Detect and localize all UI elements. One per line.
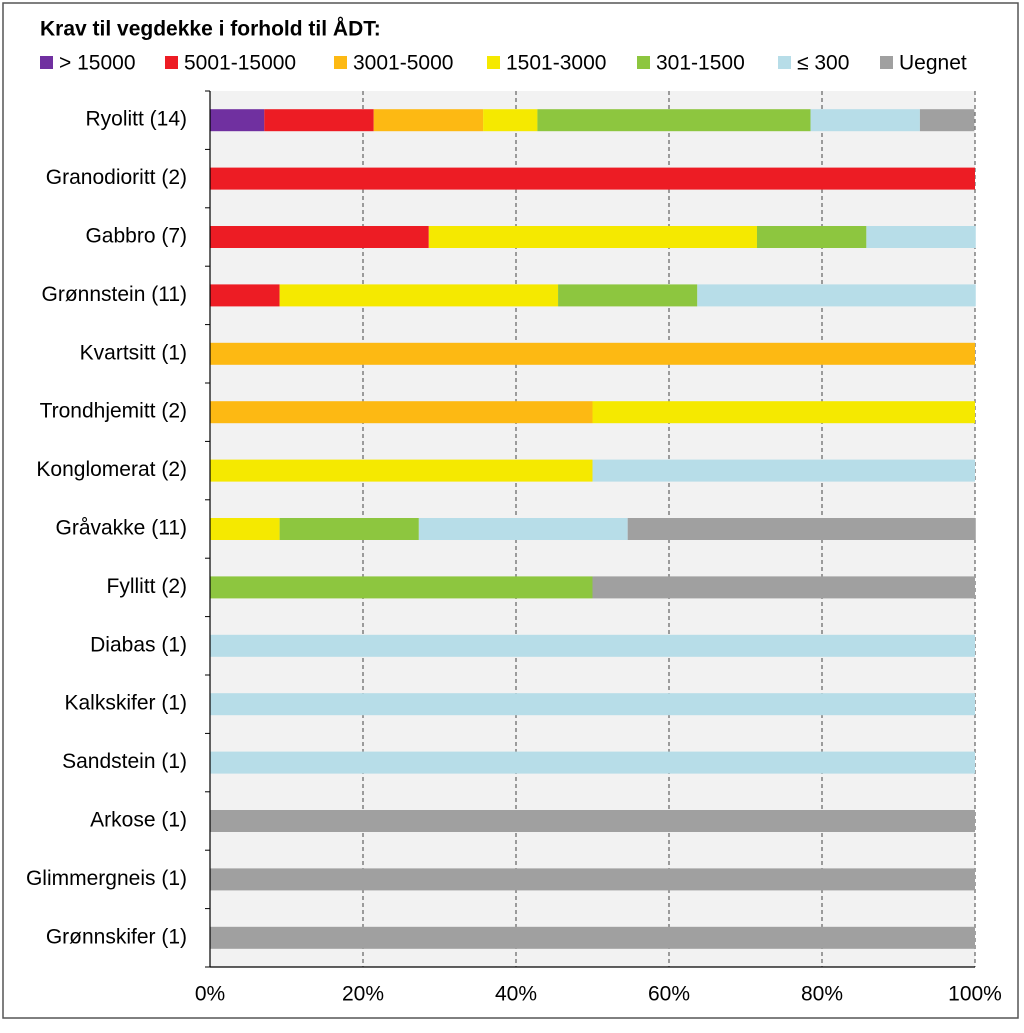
legend-swatch: [880, 56, 893, 69]
legend-swatch: [40, 56, 53, 69]
x-tick-label: 20%: [342, 983, 384, 1006]
y-tick-label: Sandstein (1): [62, 750, 187, 773]
bar-segment: [210, 693, 975, 716]
y-tick-label: Kvartsitt (1): [80, 341, 187, 364]
y-tick-label: Grønnstein (11): [42, 283, 188, 306]
y-tick-label: Glimmergneis (1): [26, 867, 187, 890]
bar-segment: [537, 109, 811, 132]
legend-swatch: [334, 56, 347, 69]
legend-swatch: [165, 56, 178, 69]
bar-segment: [810, 109, 920, 132]
x-tick-label: 40%: [495, 983, 537, 1006]
bar-segment: [210, 284, 280, 307]
legend-label: 5001-15000: [184, 52, 296, 75]
bar-segment: [210, 518, 280, 540]
bar-segment: [558, 284, 698, 307]
bar-segment: [210, 226, 429, 248]
y-tick-label: Kalkskifer (1): [64, 692, 187, 715]
bar-segment: [919, 109, 975, 132]
bar-segment: [210, 634, 975, 657]
bar-segment: [592, 401, 975, 424]
bar-segment: [279, 518, 419, 540]
bar-segment: [592, 576, 975, 599]
chart-title: Krav til vegdekke i forhold til ÅDT:: [40, 17, 381, 41]
bar-segment: [210, 459, 593, 482]
x-tick-label: 80%: [801, 983, 843, 1006]
legend-label: 3001-5000: [353, 52, 453, 75]
y-tick-label: Gabbro (7): [85, 225, 187, 248]
legend-swatch: [637, 56, 650, 69]
y-tick-label: Arkose (1): [90, 809, 187, 832]
y-tick-label: Trondhjemitt (2): [40, 400, 187, 423]
bar-segment: [210, 109, 265, 132]
legend-swatch: [778, 56, 791, 69]
x-tick-label: 60%: [648, 983, 690, 1006]
bar-segment: [210, 810, 975, 832]
y-tick-label: Grønnskifer (1): [46, 925, 187, 948]
bar-segment: [210, 926, 975, 949]
bar-segment: [210, 342, 975, 365]
legend-label: > 15000: [59, 52, 136, 75]
y-tick-label: Konglomerat (2): [36, 458, 187, 481]
bar-segment: [210, 751, 975, 774]
bar-segment: [418, 518, 628, 540]
legend-swatch: [487, 56, 500, 69]
bar-segment: [264, 109, 374, 132]
bar-segment: [279, 284, 559, 307]
bar-segment: [627, 518, 976, 540]
legend-label: 1501-3000: [506, 52, 606, 75]
bar-segment: [210, 167, 975, 190]
bar-segment: [428, 226, 757, 248]
bar-segment: [866, 226, 976, 248]
bar-segment: [373, 109, 484, 132]
bar-segment: [210, 868, 975, 891]
legend-label: Uegnet: [899, 52, 967, 75]
y-tick-label: Granodioritt (2): [46, 166, 187, 189]
bar-segment: [483, 109, 538, 132]
legend-label: 301-1500: [656, 52, 745, 75]
bar-segment: [756, 226, 867, 248]
bar-segment: [210, 401, 593, 424]
y-tick-label: Diabas (1): [90, 633, 187, 656]
x-tick-label: 0%: [195, 983, 225, 1006]
legend-label: ≤ 300: [797, 52, 849, 75]
y-tick-label: Fyllitt (2): [107, 575, 188, 598]
x-tick-label: 100%: [948, 983, 1002, 1006]
bar-segment: [592, 459, 975, 482]
y-tick-label: Gråvakke (11): [56, 517, 188, 540]
bar-segment: [697, 284, 976, 307]
y-tick-label: Ryolitt (14): [85, 108, 187, 131]
bar-segment: [210, 576, 593, 599]
